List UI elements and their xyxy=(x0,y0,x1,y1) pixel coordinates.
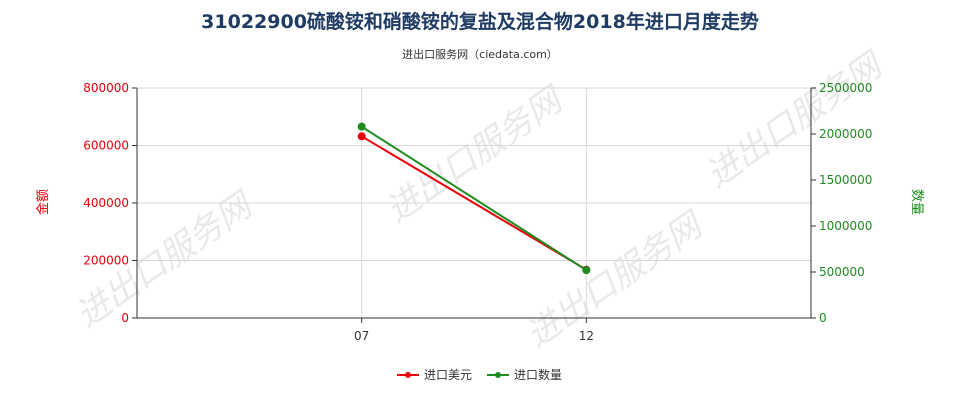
legend-swatch-marker xyxy=(405,372,411,378)
y-left-tick-label: 600000 xyxy=(83,139,129,153)
chart-subtitle: 进出口服务网（ciedata.com） xyxy=(402,47,558,61)
y-right-tick-label: 1500000 xyxy=(819,173,872,187)
y-left-tick-label: 400000 xyxy=(83,196,129,210)
chart-title: 31022900硫酸铵和硝酸铵的复盐及混合物2018年进口月度走势 xyxy=(201,10,759,33)
legend-swatch-marker xyxy=(495,372,501,378)
y-right-tick-label: 500000 xyxy=(819,265,865,279)
series-line-1 xyxy=(361,125,587,272)
legend-label: 进口美元 xyxy=(424,368,472,382)
y-axis-left-label: 金额 xyxy=(35,189,51,215)
y-right-tick-label: 1000000 xyxy=(819,219,872,233)
x-tick-label: 12 xyxy=(579,329,594,343)
legend-label: 进口数量 xyxy=(514,367,562,382)
y-left-tick-label: 800000 xyxy=(83,81,129,95)
series-point-1 xyxy=(582,266,591,275)
y-left-tick-label: 0 xyxy=(121,311,129,325)
watermark-text: 进出口服务网 xyxy=(519,204,712,356)
legend: 进口美元 进口数量 xyxy=(397,367,562,382)
y-left-tick-label: 200000 xyxy=(83,254,129,268)
series-point-1 xyxy=(357,122,366,131)
y-right-tick-label: 2500000 xyxy=(819,81,872,95)
series-point-0 xyxy=(357,132,366,141)
series-line-0 xyxy=(361,135,587,271)
series-layer xyxy=(357,122,591,275)
y-axis-right-label: 数量 xyxy=(909,189,924,215)
x-tick-label: 07 xyxy=(354,329,369,343)
y-right-tick-label: 0 xyxy=(819,311,827,325)
axes: 8000006000004000002000000250000020000001… xyxy=(83,81,872,343)
y-right-tick-label: 2000000 xyxy=(819,127,872,141)
